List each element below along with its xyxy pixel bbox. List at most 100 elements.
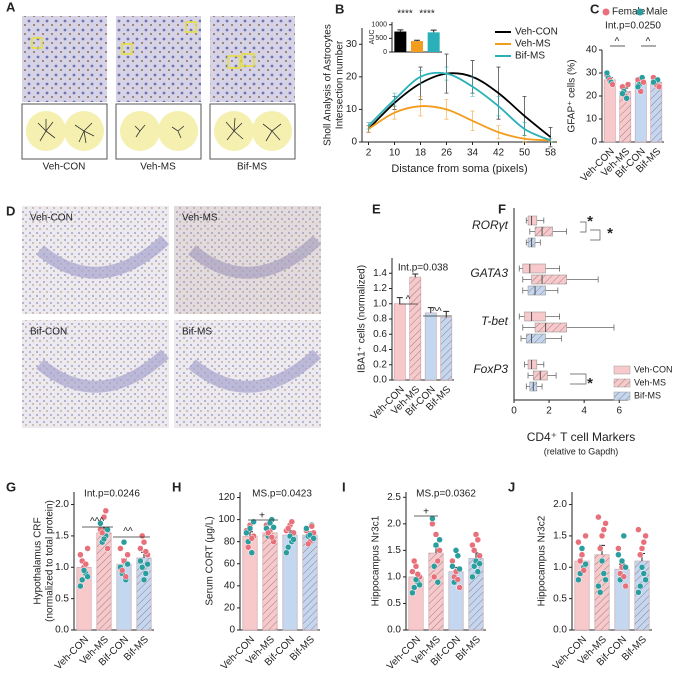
data-point bbox=[582, 560, 589, 568]
annotation: + bbox=[259, 511, 265, 522]
error-bar bbox=[412, 273, 419, 278]
data-point bbox=[268, 534, 276, 541]
data-point bbox=[619, 90, 626, 97]
data-point bbox=[284, 525, 292, 532]
bar-hatch bbox=[96, 532, 112, 630]
data-point bbox=[602, 576, 609, 584]
box-hatch bbox=[526, 334, 546, 343]
y-tick-label: 100 bbox=[218, 514, 235, 525]
data-point bbox=[138, 532, 146, 540]
stain-overlay bbox=[174, 206, 321, 314]
data-point bbox=[642, 532, 649, 540]
y-tick-label: 40 bbox=[224, 580, 236, 591]
data-point bbox=[308, 522, 316, 530]
annotation: + bbox=[423, 507, 429, 518]
data-point bbox=[575, 538, 582, 546]
data-point bbox=[615, 545, 622, 552]
x-tick-label: 4 bbox=[581, 406, 587, 417]
significance-bracket bbox=[580, 221, 587, 233]
y-tick-label: 2.0 bbox=[55, 499, 69, 510]
y-tick-label: 40 bbox=[586, 45, 598, 56]
annotation: * bbox=[587, 213, 593, 230]
data-point bbox=[642, 576, 649, 584]
data-point bbox=[117, 545, 124, 552]
box-body bbox=[527, 215, 538, 226]
annotation: ^ bbox=[406, 295, 411, 306]
data-point bbox=[142, 570, 150, 577]
data-point bbox=[452, 547, 460, 554]
category-label: T-bet bbox=[481, 314, 509, 328]
panel-label: E bbox=[372, 201, 381, 216]
data-point bbox=[618, 557, 626, 565]
bar-hatch bbox=[440, 317, 452, 380]
data-point bbox=[140, 576, 148, 584]
data-point bbox=[476, 552, 483, 559]
y-axis-label: Hypothalamus CRF bbox=[33, 517, 44, 604]
data-point bbox=[578, 551, 586, 558]
significance-bracket bbox=[570, 373, 587, 385]
data-point bbox=[640, 570, 648, 577]
data-point bbox=[596, 589, 604, 596]
legend-label: Veh-MS bbox=[515, 39, 551, 50]
annotation: Int.p=0.0250 bbox=[605, 21, 661, 32]
y-tick-label: 0.8 bbox=[373, 314, 387, 325]
data-point bbox=[474, 568, 482, 575]
error-bar bbox=[470, 76, 475, 97]
data-point bbox=[623, 95, 630, 102]
data-point bbox=[84, 573, 91, 580]
error-bar bbox=[496, 96, 501, 117]
data-point bbox=[82, 560, 90, 568]
x-tick-label: 34 bbox=[467, 148, 479, 159]
data-point bbox=[416, 581, 423, 589]
data-point bbox=[138, 564, 146, 571]
data-point bbox=[434, 578, 442, 586]
y-tick-label: 10 bbox=[586, 114, 598, 125]
y-axis-label: Intersection number bbox=[335, 40, 346, 129]
annotation: ^^ bbox=[432, 307, 442, 318]
data-point bbox=[635, 589, 642, 596]
data-point bbox=[650, 78, 657, 86]
roi bbox=[227, 55, 241, 69]
series-line bbox=[367, 71, 551, 142]
x-axis-sublabel: (relative to Gapdh) bbox=[544, 446, 619, 456]
error-bar bbox=[496, 125, 501, 140]
y-tick-label: 1000 bbox=[371, 22, 387, 29]
image-caption: Veh-MS bbox=[140, 162, 176, 173]
panel-label: G bbox=[6, 479, 16, 494]
y-axis-label: GFAP⁺ cells (%) bbox=[567, 59, 578, 132]
y-tick-label: 2.0 bbox=[553, 499, 567, 510]
y-tick-label: 20 bbox=[346, 71, 358, 82]
y-tick-label: 1.5 bbox=[387, 545, 401, 556]
hippocampal-layer bbox=[36, 235, 322, 393]
data-point bbox=[78, 576, 86, 584]
roi bbox=[185, 21, 197, 33]
y-axis-label: Hippocampus Nr3c2 bbox=[537, 515, 548, 606]
error-bar bbox=[397, 29, 404, 32]
bar bbox=[603, 79, 616, 143]
data-point bbox=[636, 582, 644, 590]
data-point bbox=[456, 565, 463, 573]
micrograph bbox=[116, 16, 201, 102]
data-point bbox=[283, 549, 290, 556]
image-panels: A Veh-CON Veh-MS Bif-MS D bbox=[6, 0, 322, 428]
error-bar bbox=[470, 110, 475, 131]
data-point bbox=[310, 535, 317, 542]
data-point bbox=[432, 541, 440, 549]
data-point bbox=[264, 529, 272, 537]
data-point bbox=[655, 83, 663, 91]
annotation: Int.p=0.0246 bbox=[84, 489, 140, 500]
error-bar bbox=[430, 29, 437, 33]
data-point bbox=[620, 532, 628, 540]
data-point bbox=[620, 573, 628, 580]
panel-label: H bbox=[172, 479, 181, 494]
error-bar bbox=[548, 126, 553, 148]
data-point bbox=[430, 573, 438, 581]
legend-label: Veh-CON bbox=[634, 364, 673, 374]
data-point bbox=[436, 547, 443, 554]
y-tick-label: 0.5 bbox=[553, 593, 567, 604]
y-tick-label: 0.0 bbox=[553, 625, 567, 636]
roi bbox=[241, 53, 255, 67]
data-point bbox=[270, 524, 277, 531]
y-tick-label: 2.0 bbox=[387, 518, 401, 529]
annotation: **** bbox=[419, 9, 435, 20]
